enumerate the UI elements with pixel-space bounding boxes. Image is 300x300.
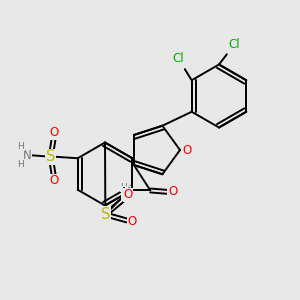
Text: Cl: Cl xyxy=(229,38,240,51)
Text: H: H xyxy=(17,160,24,169)
Text: O: O xyxy=(168,185,177,199)
Text: H: H xyxy=(120,183,127,192)
Text: N: N xyxy=(122,186,131,200)
Text: O: O xyxy=(128,215,137,229)
Text: S: S xyxy=(101,207,110,222)
Text: O: O xyxy=(182,143,191,157)
Text: S: S xyxy=(46,149,56,164)
Text: O: O xyxy=(49,174,58,187)
Text: N: N xyxy=(23,149,32,162)
Text: H: H xyxy=(17,142,24,151)
Text: O: O xyxy=(49,126,58,139)
Text: O: O xyxy=(123,188,133,202)
Text: Cl: Cl xyxy=(172,52,184,65)
